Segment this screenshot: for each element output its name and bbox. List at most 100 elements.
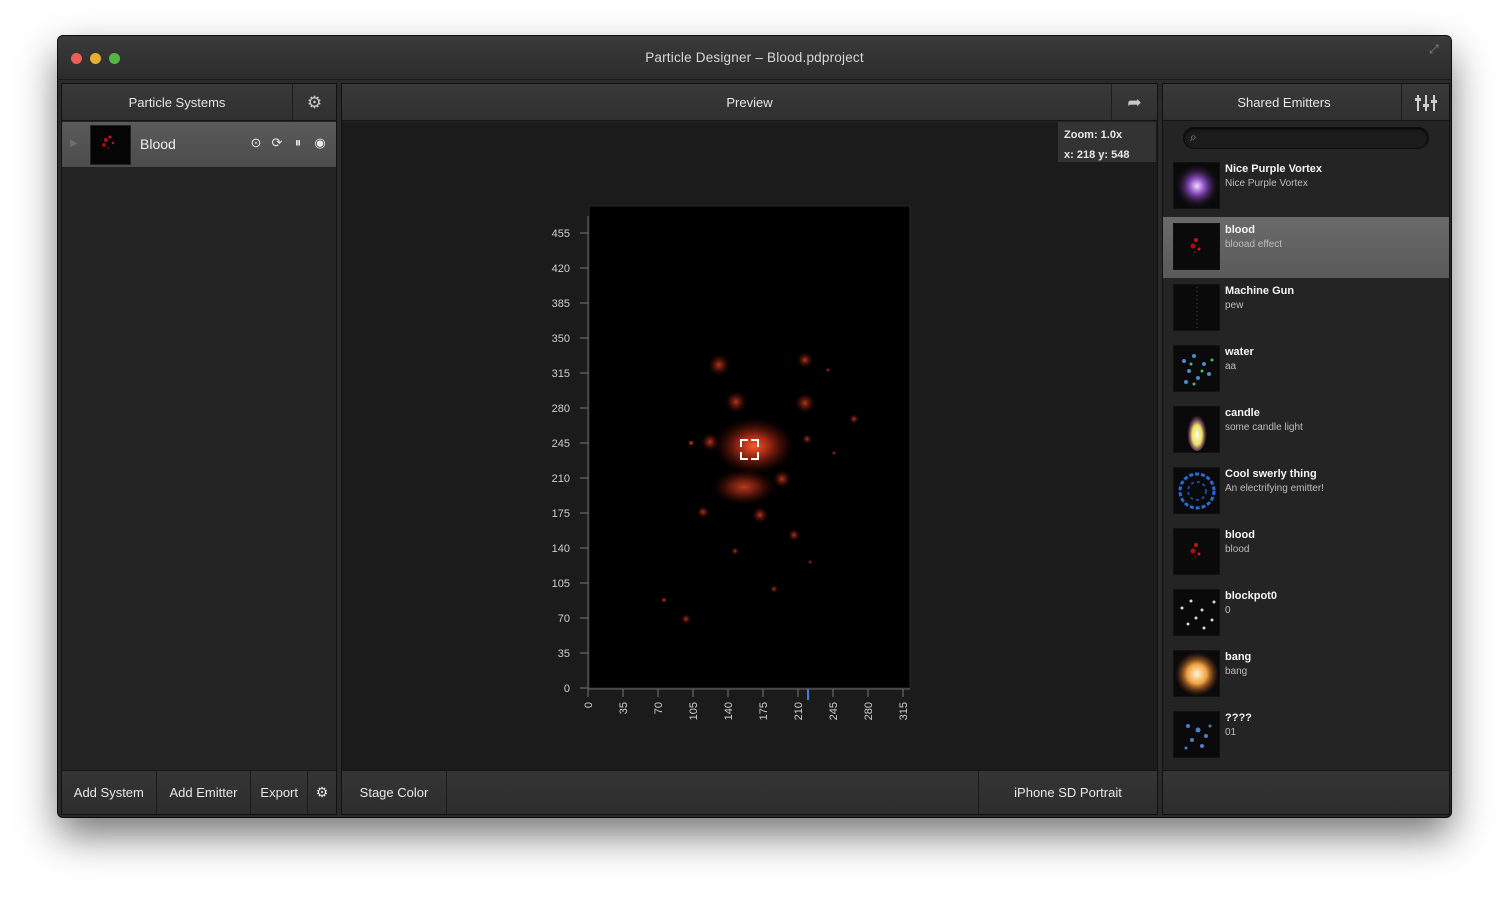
shared-emitters-title: Shared Emitters: [1237, 94, 1331, 110]
x-tick-label: 70: [653, 702, 665, 714]
y-tick-label: 280: [552, 403, 570, 415]
system-row-blood[interactable]: ▶ Blood ⊙ ⟳ ⏸ ◉: [62, 122, 336, 168]
y-tick-label: 420: [552, 263, 570, 275]
emitter-name: ????: [1225, 712, 1252, 724]
stage-color-button[interactable]: Stage Color: [342, 771, 447, 814]
emitter-description: An electrifying emitter!: [1225, 483, 1324, 494]
preview-header: Preview ➦: [342, 84, 1157, 121]
y-tick-label: 175: [552, 508, 570, 520]
fullscreen-icon[interactable]: ⤢: [1429, 42, 1439, 56]
emitter-thumbnail: [1173, 711, 1220, 758]
emitter-thumbnail: [1173, 406, 1220, 453]
left-footer: Add System Add Emitter Export ⚙: [62, 770, 336, 814]
x-tick-label: 315: [898, 702, 910, 720]
emitter-description: bang: [1225, 666, 1248, 677]
x-tick-label: 210: [793, 702, 805, 720]
emitter-item-blood[interactable]: blood blooad effect: [1163, 217, 1449, 278]
device-selector-button[interactable]: iPhone SD Portrait: [978, 771, 1157, 814]
emitter-description: Nice Purple Vortex: [1225, 178, 1308, 189]
emitter-thumbnail: [1173, 345, 1220, 392]
emitter-description: some candle light: [1225, 422, 1303, 433]
emitter-thumbnail: [1173, 650, 1220, 697]
add-system-button[interactable]: Add System: [62, 771, 157, 814]
zoom-window-button[interactable]: [109, 53, 120, 64]
x-tick-label: 105: [688, 702, 700, 720]
eye-icon[interactable]: ◉: [314, 135, 326, 150]
add-emitter-button[interactable]: Add Emitter: [157, 771, 252, 814]
refresh-icon[interactable]: ⟳: [271, 135, 283, 150]
filter-sliders-icon[interactable]: [1401, 84, 1449, 121]
footer-spacer: [447, 771, 978, 814]
cursor-coordinates: x: 218 y: 548: [1064, 149, 1130, 161]
emitter-item-blood-2[interactable]: blood blood: [1163, 522, 1449, 583]
particle-effect: [662, 352, 859, 624]
system-name: Blood: [140, 136, 176, 152]
x-tick-label: 35: [618, 702, 630, 714]
zoom-level: Zoom: 1.0x: [1064, 129, 1123, 141]
emitter-name: candle: [1225, 407, 1260, 419]
y-tick-label: 350: [552, 333, 570, 345]
emitter-position-crosshair: [740, 439, 759, 460]
emitter-thumbnail: [1173, 589, 1220, 636]
y-tick-label: 385: [552, 298, 570, 310]
y-tick-label: 105: [552, 578, 570, 590]
title-bar: Particle Designer – Blood.pdproject ⤢: [58, 36, 1451, 80]
y-tick-label: 35: [558, 648, 570, 660]
emitter-thumbnail: [1173, 223, 1220, 270]
emitter-item-cool-swerly-thing[interactable]: Cool swerly thing An electrifying emitte…: [1163, 461, 1449, 522]
preview-stage[interactable]: 455 420 385 350 315 280 245 210 175 140 105 70 35 0 0…: [342, 122, 1157, 772]
y-tick-label: 245: [552, 438, 570, 450]
emitter-description: blooad effect: [1225, 239, 1283, 250]
shared-emitters-header: Shared Emitters: [1163, 84, 1449, 121]
emitter-item-bang[interactable]: bang bang: [1163, 644, 1449, 705]
emitter-thumbnail: [1173, 162, 1220, 209]
emitter-item-machine-gun[interactable]: Machine Gun pew: [1163, 278, 1449, 339]
emitter-item-nice-purple-vortex[interactable]: Nice Purple Vortex Nice Purple Vortex: [1163, 156, 1449, 217]
preview-panel: 455 420 385 350 315 280 245 210 175 140 105 70 35 0 0…: [341, 83, 1158, 815]
emitter-name: Cool swerly thing: [1225, 468, 1317, 480]
particle-systems-header: Particle Systems ⚙: [62, 84, 336, 121]
emitter-name: water: [1225, 346, 1254, 358]
zoom-coordinate-readout: Zoom: 1.0x x: 218 y: 548: [1058, 122, 1156, 162]
preview-footer: Stage Color iPhone SD Portrait: [342, 770, 1157, 814]
export-settings-gear-icon[interactable]: ⚙: [315, 784, 329, 800]
emitter-search-input[interactable]: ⌕: [1183, 127, 1429, 149]
emitter-item-water[interactable]: water aa: [1163, 339, 1449, 400]
x-tick-label: 280: [863, 702, 875, 720]
emitter-name: blood: [1225, 529, 1255, 541]
pause-icon[interactable]: ⏸: [294, 135, 302, 150]
particle-systems-title: Particle Systems: [128, 94, 226, 110]
x-tick-label: 140: [723, 702, 735, 720]
y-tick-label: 0: [564, 683, 570, 695]
emitter-item-unnamed[interactable]: ???? 01: [1163, 705, 1449, 766]
shared-emitters-panel: Shared Emitters ⌕ Nice Purple Vortex Nic…: [1162, 83, 1450, 815]
close-window-button[interactable]: [71, 53, 82, 64]
y-tick-label: 210: [552, 473, 570, 485]
right-footer: [1163, 770, 1449, 814]
export-button[interactable]: Export: [251, 771, 309, 814]
system-thumbnail: [90, 125, 131, 165]
y-tick-label: 455: [552, 228, 570, 240]
shared-emitter-list: Nice Purple Vortex Nice Purple Vortex bl…: [1163, 156, 1449, 766]
emitter-thumbnail: [1173, 467, 1220, 514]
gear-icon[interactable]: ⚙: [292, 84, 336, 121]
y-tick-label: 140: [552, 543, 570, 555]
target-icon[interactable]: ⊙: [250, 135, 262, 150]
emitter-name: blockpot0: [1225, 590, 1277, 602]
share-icon[interactable]: ➦: [1111, 84, 1157, 121]
x-axis-ruler: 0 35 70 105 140 175 210 245 280 315: [583, 689, 910, 720]
emitter-item-candle[interactable]: candle some candle light: [1163, 400, 1449, 461]
preview-title: Preview: [726, 94, 773, 110]
x-tick-label: 175: [758, 702, 770, 720]
y-tick-label: 70: [558, 613, 570, 625]
x-tick-label: 0: [583, 702, 595, 708]
minimize-window-button[interactable]: [90, 53, 101, 64]
window-title: Particle Designer – Blood.pdproject: [645, 50, 864, 65]
emitter-description: pew: [1225, 300, 1244, 311]
emitter-name: bang: [1225, 651, 1252, 663]
emitter-description: 01: [1225, 727, 1237, 738]
emitter-item-blockpot0[interactable]: blockpot0 0: [1163, 583, 1449, 644]
disclosure-triangle-icon[interactable]: ▶: [70, 138, 78, 149]
emitter-description: aa: [1225, 361, 1237, 372]
